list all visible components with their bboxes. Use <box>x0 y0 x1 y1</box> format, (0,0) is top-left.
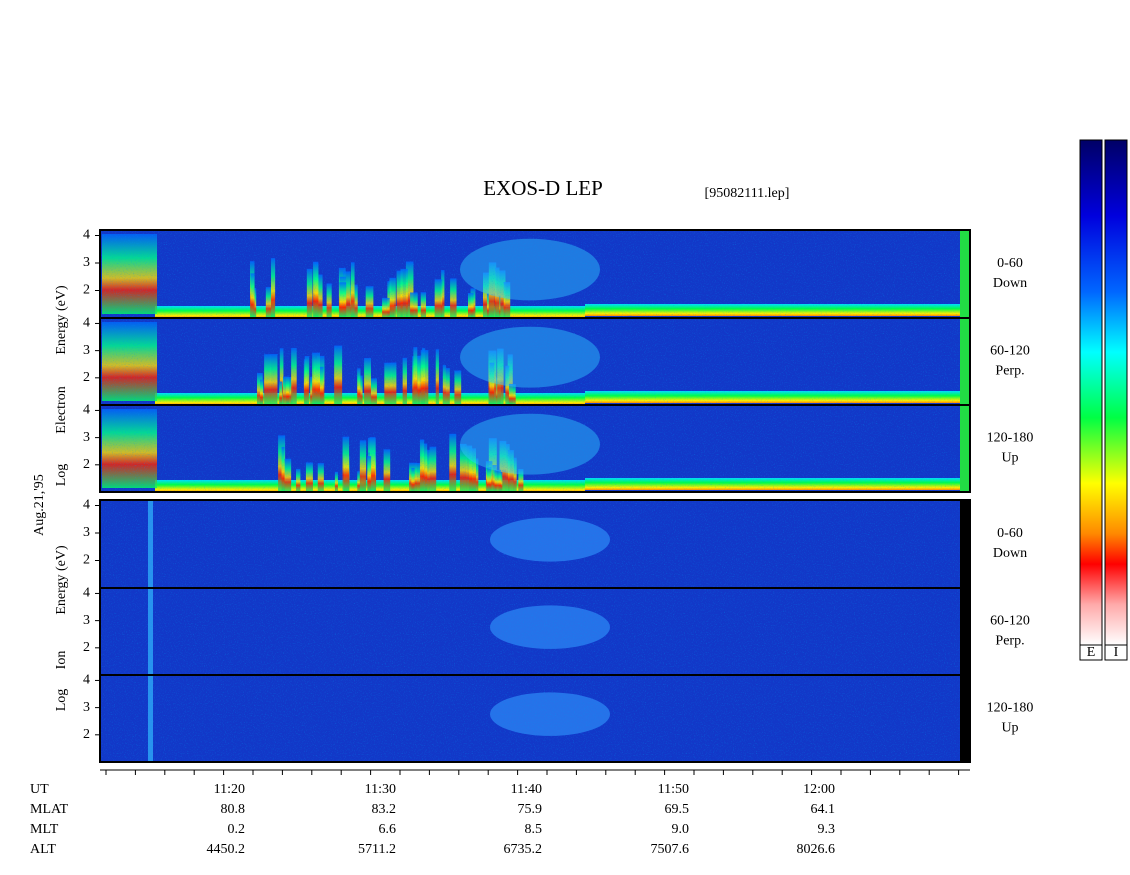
y-tick-label: 2 <box>83 283 90 298</box>
colorbar <box>1079 139 1103 646</box>
y-tick-label: 2 <box>83 370 90 385</box>
y-tick-label: 2 <box>83 553 90 568</box>
row-value: 69.5 <box>665 802 690 817</box>
pitch-range: 60-120 <box>990 344 1030 359</box>
file-name: [95082111.lep] <box>705 186 790 201</box>
pitch-range: 120-180 <box>987 701 1034 716</box>
y-tick-label: 3 <box>83 255 90 270</box>
row-name: ALT <box>30 842 56 857</box>
row-value: 9.3 <box>818 822 836 837</box>
edge <box>960 318 970 405</box>
y-tick-label: 3 <box>83 430 90 445</box>
row-value: 83.2 <box>372 802 397 817</box>
colorbar <box>1104 139 1128 646</box>
y-tick-label: 4 <box>83 316 90 331</box>
colorbar-label: E <box>1087 645 1096 660</box>
axis-label: Ion <box>54 651 69 670</box>
colorbar-label: I <box>1114 645 1119 660</box>
y-tick-label: 4 <box>83 586 90 601</box>
row-name: MLT <box>30 822 59 837</box>
row-name: MLAT <box>30 802 69 817</box>
row-value: 11:40 <box>511 782 542 797</box>
pitch-range: 0-60 <box>997 256 1023 271</box>
edge <box>960 500 970 588</box>
row-value: 6.6 <box>379 822 397 837</box>
y-tick-label: 3 <box>83 700 90 715</box>
plot-root: EXOS-D LEP [95082111.lep] Aug.21,'95 E I… <box>30 139 1128 857</box>
pitch-range: 120-180 <box>987 431 1034 446</box>
row-value: 7507.6 <box>651 842 690 857</box>
edge <box>960 675 970 762</box>
row-value: 9.0 <box>672 822 690 837</box>
y-tick-label: 4 <box>83 498 90 513</box>
noise <box>100 588 970 675</box>
panel-frame <box>99 674 971 763</box>
noise <box>100 500 970 588</box>
noise <box>100 675 970 762</box>
noise <box>100 405 970 492</box>
row-value: 11:20 <box>214 782 245 797</box>
row-value: 64.1 <box>811 802 836 817</box>
y-tick-label: 2 <box>83 640 90 655</box>
row-value: 6735.2 <box>504 842 543 857</box>
row-value: 11:30 <box>365 782 396 797</box>
y-tick-label: 4 <box>83 228 90 243</box>
row-value: 4450.2 <box>207 842 246 857</box>
pitch-range: 0-60 <box>997 526 1023 541</box>
y-tick-label: 4 <box>83 673 90 688</box>
row-value: 80.8 <box>221 802 246 817</box>
date: Aug.21,'95 <box>32 474 47 536</box>
y-tick-label: 4 <box>83 403 90 418</box>
noise <box>100 318 970 405</box>
pitch-dir: Down <box>993 546 1027 561</box>
y-tick-label: 2 <box>83 727 90 742</box>
row-value: 12:00 <box>803 782 835 797</box>
row-value: 11:50 <box>658 782 689 797</box>
pitch-range: 60-120 <box>990 614 1030 629</box>
row-value: 75.9 <box>518 802 543 817</box>
pitch-dir: Down <box>993 276 1027 291</box>
edge <box>960 405 970 492</box>
panel-frame <box>99 404 971 493</box>
y-tick-label: 3 <box>83 613 90 628</box>
axis-label: Log <box>54 464 69 487</box>
y-tick-label: 2 <box>83 457 90 472</box>
axis-label: Energy (eV) <box>54 285 69 355</box>
pitch-dir: Up <box>1001 721 1018 736</box>
row-name: UT <box>30 782 49 797</box>
y-tick-label: 3 <box>83 525 90 540</box>
axis-label: Energy (eV) <box>54 545 69 615</box>
colorbar-box <box>1079 644 1103 661</box>
noise <box>100 230 970 318</box>
edge <box>960 588 970 675</box>
pitch-dir: Up <box>1001 451 1018 466</box>
row-value: 0.2 <box>228 822 246 837</box>
axis-label: Electron <box>54 386 69 433</box>
title: EXOS-D LEP <box>483 176 603 200</box>
row-value: 8.5 <box>525 822 543 837</box>
row-value: 5711.2 <box>358 842 396 857</box>
y-tick-label: 3 <box>83 343 90 358</box>
axis-label: Log <box>54 689 69 712</box>
pitch-dir: Perp. <box>995 634 1024 649</box>
edge <box>960 230 970 318</box>
row-value: 8026.6 <box>797 842 836 857</box>
pitch-dir: Perp. <box>995 364 1024 379</box>
colorbar-box <box>1104 644 1128 661</box>
